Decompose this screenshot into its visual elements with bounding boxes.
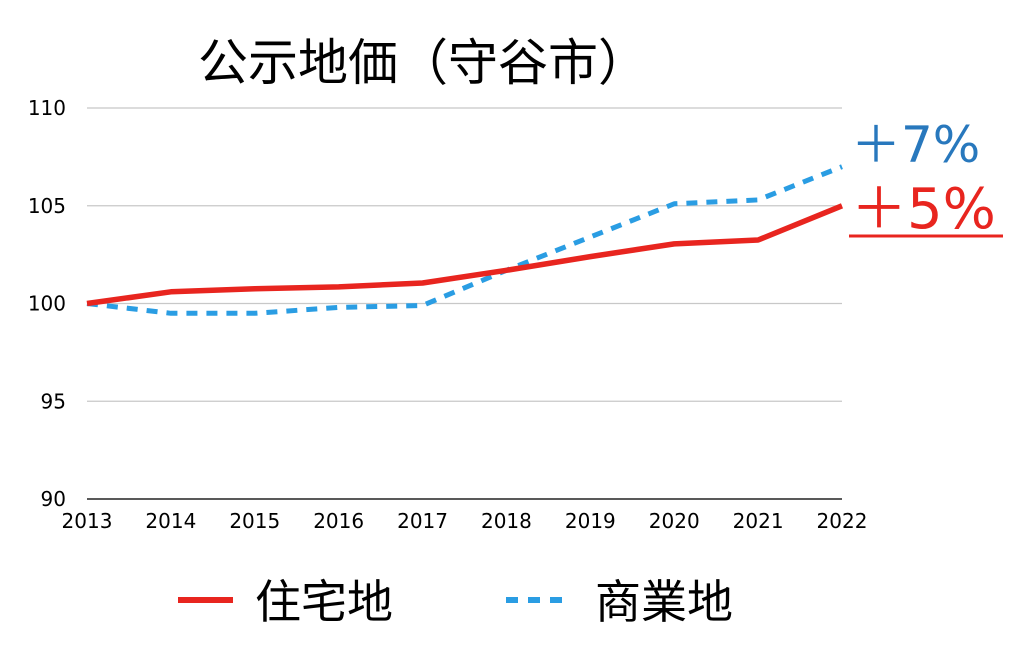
series-end-label-commercial: ＋7% [851,116,980,174]
x-tick-label: 2013 [62,509,113,533]
x-tick-label: 2019 [565,509,616,533]
series-line-1 [86,164,843,316]
series-line-0 [86,203,844,307]
x-tick-label: 2014 [145,509,196,533]
x-tick-label: 2020 [649,509,700,533]
x-tick-label: 2021 [733,509,784,533]
x-tick-label: 2016 [313,509,364,533]
x-tick-label: 2022 [817,509,868,533]
y-axis-ticks: 90 95 100 105 110 [28,96,66,511]
y-tick-label: 100 [28,292,66,316]
series-lines [86,164,844,316]
chart-title: 公示地価（守谷市） [198,34,648,92]
y-tick-label: 95 [41,389,66,413]
y-tick-label: 105 [28,194,66,218]
series-end-labels: ＋7%＋5% [849,116,1003,242]
x-tick-label: 2017 [397,509,448,533]
series-end-label-residential: ＋5% [851,177,996,242]
y-tick-label: 110 [28,96,66,120]
legend-label-residential: 住宅地 [255,575,393,629]
gridlines [87,107,842,500]
legend-label-commercial: 商業地 [595,575,733,629]
x-tick-label: 2018 [481,509,532,533]
y-tick-label: 90 [41,487,66,511]
x-axis-ticks: 2013 2014 2015 2016 2017 2018 2019 2020 2021 2022 [62,509,868,533]
legend: 住宅地 商業地 [178,575,733,629]
x-tick-label: 2015 [229,509,280,533]
